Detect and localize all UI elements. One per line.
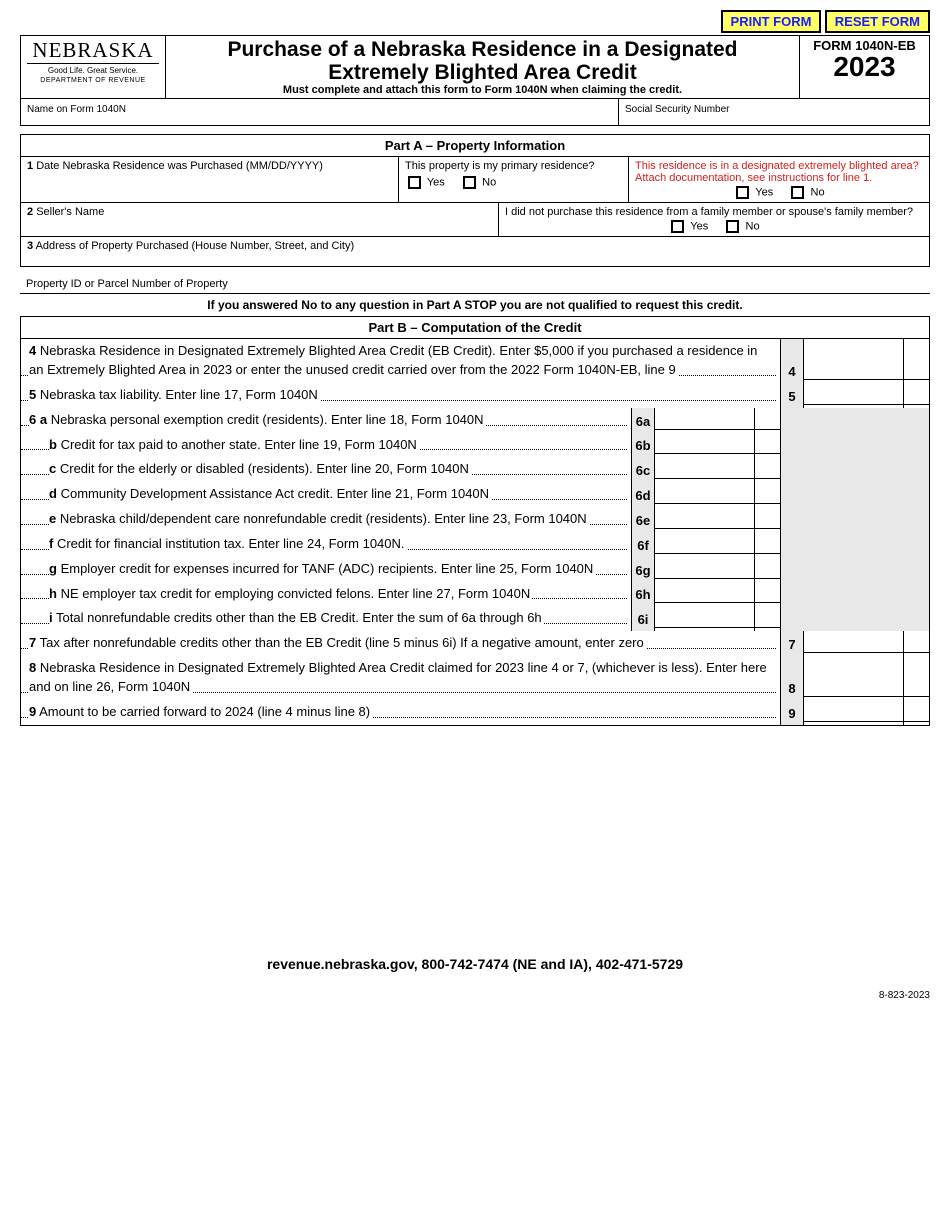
- form-year: 2023: [802, 53, 927, 81]
- checkbox-primary-yes[interactable]: [408, 176, 421, 189]
- line-6g: g Employer credit for expenses incurred …: [21, 557, 631, 582]
- line-6c: c Credit for the elderly or disabled (re…: [21, 457, 631, 482]
- line-6d: d Community Development Assistance Act c…: [21, 482, 631, 507]
- part-b-header: Part B – Computation of the Credit: [20, 316, 930, 339]
- line-8-amount[interactable]: [804, 656, 904, 700]
- line-6f-num: 6f: [631, 532, 655, 557]
- line-6b-amount[interactable]: [655, 433, 755, 458]
- line-6h: h NE employer tax credit for employing c…: [21, 582, 631, 607]
- checkbox-primary-no[interactable]: [463, 176, 476, 189]
- line-1-primary: This property is my primary residence? Y…: [399, 157, 629, 202]
- shaded: [780, 408, 929, 433]
- logo: NEBRASKA Good Life. Great Service. DEPAR…: [21, 36, 166, 98]
- line-6c-num: 6c: [631, 457, 655, 482]
- line-6b: b Credit for tax paid to another state. …: [21, 433, 631, 458]
- part-b-body: 4 Nebraska Residence in Designated Extre…: [20, 339, 930, 726]
- line-9-amount[interactable]: [804, 700, 904, 725]
- line-6a-amount[interactable]: [655, 408, 755, 433]
- logo-tagline: Good Life. Great Service.: [25, 66, 161, 75]
- line-7-num: 7: [780, 631, 804, 656]
- line-6e-num: 6e: [631, 507, 655, 532]
- line-1-blighted: This residence is in a designated extrem…: [629, 157, 929, 202]
- print-button[interactable]: PRINT FORM: [721, 10, 822, 33]
- checkbox-family-yes[interactable]: [671, 220, 684, 233]
- line-6h-amount[interactable]: [655, 582, 755, 607]
- line-6g-amount[interactable]: [655, 557, 755, 582]
- line-6h-num: 6h: [631, 582, 655, 607]
- line-1-date: 1 Date Nebraska Residence was Purchased …: [21, 157, 399, 202]
- line-6d-num: 6d: [631, 482, 655, 507]
- checkbox-family-no[interactable]: [726, 220, 739, 233]
- line-2-seller: 2 Seller's Name: [21, 203, 499, 236]
- line-2-family: I did not purchase this residence from a…: [499, 203, 929, 236]
- form-number-cell: FORM 1040N-EB 2023: [799, 36, 929, 98]
- line-9: 9 Amount to be carried forward to 2024 (…: [21, 700, 780, 725]
- line-7: 7 Tax after nonrefundable credits other …: [21, 631, 780, 656]
- line-6i-amount[interactable]: [655, 606, 755, 631]
- part-a-header: Part A – Property Information: [20, 134, 930, 157]
- footer-form-code: 8-823-2023: [20, 990, 930, 1001]
- line-5: 5 Nebraska tax liability. Enter line 17,…: [21, 383, 780, 408]
- line-4-amount[interactable]: [804, 339, 904, 383]
- stop-note: If you answered No to any question in Pa…: [20, 293, 930, 316]
- logo-dept: DEPARTMENT OF REVENUE: [25, 77, 161, 84]
- title-line1: Purchase of a Nebraska Residence in a De…: [170, 38, 795, 61]
- reset-button[interactable]: RESET FORM: [825, 10, 930, 33]
- line-6c-amount[interactable]: [655, 457, 755, 482]
- line-5-amount[interactable]: [804, 383, 904, 408]
- part-a-body: 1 Date Nebraska Residence was Purchased …: [20, 157, 930, 267]
- line-6i: i Total nonrefundable credits other than…: [21, 606, 631, 631]
- logo-state: NEBRASKA: [27, 38, 159, 64]
- line-6f: f Credit for financial institution tax. …: [21, 532, 631, 557]
- line-5-num: 5: [780, 383, 804, 408]
- form-header: NEBRASKA Good Life. Great Service. DEPAR…: [20, 35, 930, 99]
- line-4-num: 4: [780, 339, 804, 383]
- line-8-num: 8: [780, 656, 804, 700]
- form-title: Purchase of a Nebraska Residence in a De…: [166, 36, 799, 98]
- checkbox-blighted-no[interactable]: [791, 186, 804, 199]
- property-id-label: Property ID or Parcel Number of Property: [20, 275, 930, 293]
- name-row: Name on Form 1040N Social Security Numbe…: [20, 99, 930, 126]
- ssn-label: Social Security Number: [625, 104, 729, 115]
- line-6a-num: 6a: [631, 408, 655, 433]
- checkbox-blighted-yes[interactable]: [736, 186, 749, 199]
- title-line2: Extremely Blighted Area Credit: [170, 61, 795, 84]
- line-4: 4 Nebraska Residence in Designated Extre…: [21, 339, 780, 383]
- line-7-amount[interactable]: [804, 631, 904, 656]
- line-6g-num: 6g: [631, 557, 655, 582]
- line-9-num: 9: [780, 700, 804, 725]
- line-6d-amount[interactable]: [655, 482, 755, 507]
- line-6b-num: 6b: [631, 433, 655, 458]
- line-8: 8 Nebraska Residence in Designated Extre…: [21, 656, 780, 700]
- line-6e-amount[interactable]: [655, 507, 755, 532]
- footer-contact: revenue.nebraska.gov, 800-742-7474 (NE a…: [20, 956, 930, 972]
- line-6e: e Nebraska child/dependent care nonrefun…: [21, 507, 631, 532]
- name-label: Name on Form 1040N: [27, 104, 126, 115]
- line-6i-num: 6i: [631, 606, 655, 631]
- line-3-address: 3 Address of Property Purchased (House N…: [21, 237, 929, 267]
- line-6f-amount[interactable]: [655, 532, 755, 557]
- title-sub: Must complete and attach this form to Fo…: [170, 84, 795, 96]
- line-6a: 6 a Nebraska personal exemption credit (…: [21, 408, 631, 433]
